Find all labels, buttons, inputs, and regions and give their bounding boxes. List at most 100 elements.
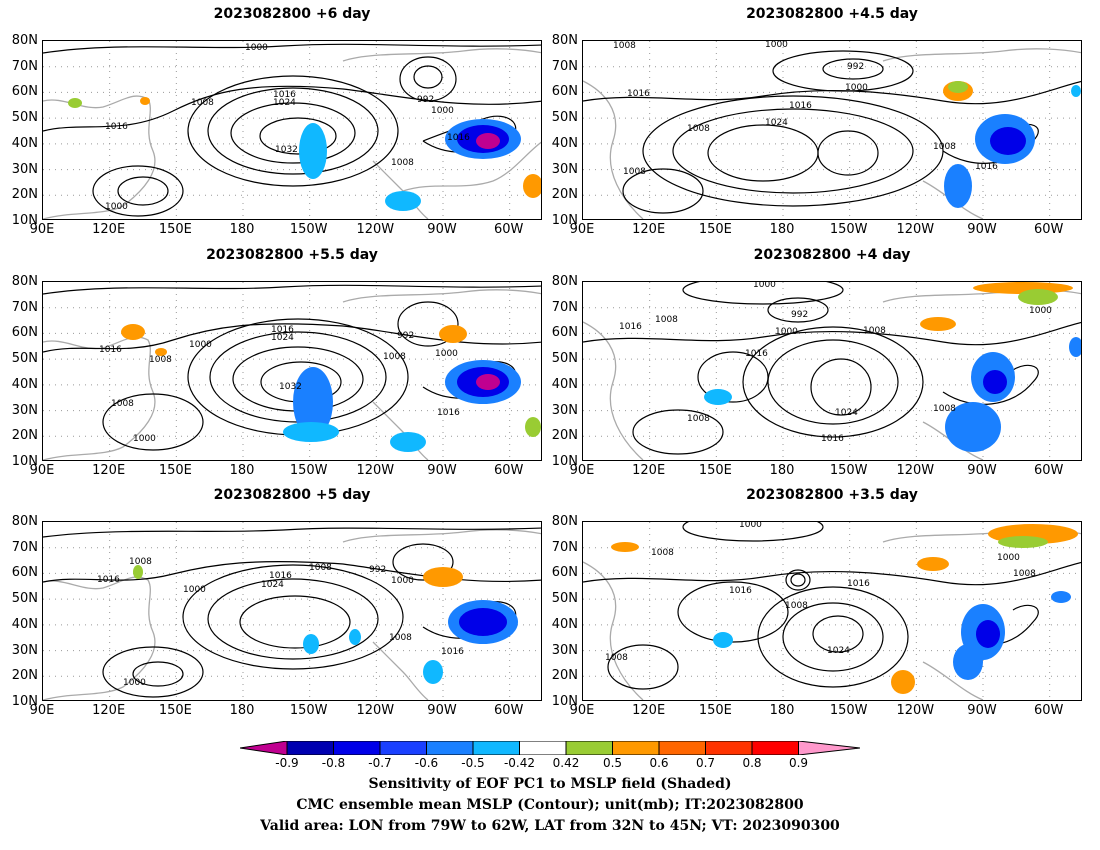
- lat-tick-label: 50N: [11, 591, 38, 607]
- svg-text:1016: 1016: [729, 586, 752, 596]
- gridlines: [583, 41, 1081, 219]
- lon-tick-label: 150W: [289, 463, 328, 478]
- lat-tick-label: 80N: [551, 514, 578, 529]
- contours: [583, 282, 1081, 455]
- map-plot: 1000 992 1016 1008 1000 1008 1000 1016 1…: [582, 281, 1082, 461]
- lon-tick-label: 120E: [92, 463, 126, 478]
- lat-tick-label: 80N: [11, 514, 38, 529]
- colorbar-tick-label: 0.9: [788, 756, 809, 770]
- lat-tick-label: 60N: [551, 565, 578, 581]
- coastline: [43, 529, 541, 700]
- lon-tick-label: 120W: [356, 463, 395, 478]
- svg-text:1016: 1016: [97, 575, 120, 585]
- lat-tick-label: 70N: [11, 539, 38, 555]
- shaded-sensitivity: [68, 97, 541, 211]
- lon-tick-label: 90E: [569, 463, 595, 478]
- colorbar-swatch: [751, 741, 799, 755]
- lon-tick-label: 120W: [356, 222, 395, 237]
- svg-text:1000: 1000: [133, 434, 156, 444]
- svg-text:1000: 1000: [183, 585, 206, 595]
- colorbar-tick-label: 0.42: [552, 756, 580, 770]
- svg-text:1000: 1000: [753, 282, 776, 290]
- lon-tick-label: 150W: [829, 463, 868, 478]
- svg-text:1016: 1016: [745, 349, 768, 359]
- svg-text:1016: 1016: [441, 647, 464, 657]
- svg-text:1024: 1024: [765, 118, 788, 128]
- panel-title: 2023082800 +4.5 day: [746, 6, 918, 22]
- svg-text:1024: 1024: [827, 646, 850, 656]
- lon-tick-label: 150E: [698, 703, 732, 718]
- panel-title: 2023082800 +4 day: [753, 247, 911, 263]
- map-svg: 1008 1000 992 1000 1016 1016 1024 1008 1…: [583, 41, 1081, 219]
- lat-tick-label: 50N: [551, 351, 578, 367]
- svg-text:992: 992: [397, 331, 414, 341]
- caption-line-2: CMC ensemble mean MSLP (Contour); unit(m…: [296, 797, 804, 813]
- lon-tick-label: 120E: [92, 222, 126, 237]
- svg-text:1008: 1008: [623, 167, 646, 177]
- panel-title: 2023082800 +3.5 day: [746, 487, 918, 503]
- lon-tick-label: 90W: [427, 463, 457, 478]
- lon-tick-label: 120E: [632, 463, 666, 478]
- lat-tick-label: 80N: [551, 33, 578, 48]
- svg-text:992: 992: [847, 62, 864, 72]
- lon-tick-label: 180: [229, 703, 255, 718]
- svg-text:1008: 1008: [933, 142, 956, 152]
- map-plot: 1000 1008 1016 1016 1024 1032 992 1000 1…: [42, 40, 542, 220]
- lon-tick-label: 60W: [1033, 463, 1064, 478]
- colorbar-tick-label: -0.5: [461, 756, 485, 770]
- lat-tick-label: 80N: [11, 274, 38, 289]
- lat-tick-label: 20N: [11, 428, 38, 444]
- lat-tick-label: 30N: [11, 642, 38, 658]
- svg-text:1008: 1008: [149, 355, 172, 365]
- svg-text:1008: 1008: [111, 399, 134, 409]
- lon-tick-label: 120W: [356, 703, 395, 718]
- lon-tick-label: 60W: [1033, 222, 1064, 237]
- svg-text:1000: 1000: [775, 327, 798, 337]
- lon-tick-label: 150W: [829, 703, 868, 718]
- colorbar-swatch: [426, 741, 474, 755]
- lat-tick-label: 70N: [551, 58, 578, 74]
- svg-text:1016: 1016: [627, 89, 650, 99]
- colorbar-swatch: [286, 741, 334, 755]
- lon-tick-label: 150W: [289, 703, 328, 718]
- lat-tick-label: 60N: [11, 84, 38, 100]
- colorbar-svg: [240, 741, 860, 755]
- map-svg: 1008 1016 1000 1016 1008 1024 992 1000 1…: [43, 522, 541, 700]
- lon-tick-label: 180: [229, 463, 255, 478]
- lat-tick-label: 30N: [551, 642, 578, 658]
- map-plot: 1000 1008 1016 1008 1016 1000 1008 1024 …: [582, 521, 1082, 701]
- svg-text:1000: 1000: [1029, 306, 1052, 316]
- svg-text:1016: 1016: [271, 325, 294, 335]
- svg-text:1008: 1008: [389, 633, 412, 643]
- svg-text:1000: 1000: [431, 106, 454, 116]
- lat-tick-label: 30N: [551, 161, 578, 177]
- colorbar-tick-label: 0.7: [695, 756, 716, 770]
- svg-text:1008: 1008: [1013, 569, 1036, 579]
- svg-text:1032: 1032: [279, 382, 302, 392]
- lon-tick-label: 150E: [158, 222, 192, 237]
- svg-text:1000: 1000: [435, 349, 458, 359]
- colorbar-tick-label: -0.6: [414, 756, 439, 770]
- svg-text:1008: 1008: [129, 557, 152, 567]
- svg-text:1024: 1024: [273, 98, 296, 108]
- svg-text:1008: 1008: [309, 563, 332, 573]
- lon-tick-label: 60W: [493, 463, 524, 478]
- lat-tick-label: 10N: [11, 213, 38, 228]
- svg-text:1032: 1032: [275, 145, 298, 155]
- lat-tick-label: 50N: [551, 110, 578, 126]
- lat-tick-label: 30N: [11, 161, 38, 177]
- lat-tick-label: 50N: [11, 110, 38, 126]
- lon-tick-label: 120E: [632, 222, 666, 237]
- lon-tick-label: 120W: [896, 463, 935, 478]
- svg-text:1016: 1016: [821, 434, 844, 444]
- svg-text:1016: 1016: [619, 322, 642, 332]
- svg-text:1024: 1024: [261, 580, 284, 590]
- lon-tick-label: 90E: [29, 463, 55, 478]
- colorbar-swatch: [658, 741, 706, 755]
- lat-tick-label: 40N: [11, 616, 38, 632]
- lon-tick-label: 90W: [967, 222, 997, 237]
- lat-tick-label: 40N: [551, 376, 578, 392]
- lat-tick-label: 70N: [11, 58, 38, 74]
- contour-labels: 1000 1008 1016 1016 1024 1032 992 1000 1…: [105, 43, 470, 212]
- lon-tick-label: 150E: [158, 703, 192, 718]
